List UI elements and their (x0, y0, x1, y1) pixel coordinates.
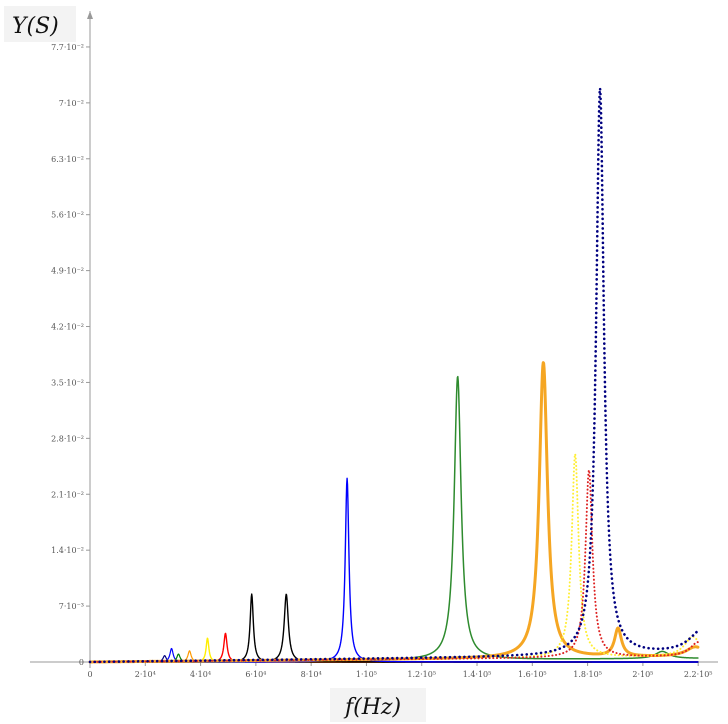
x-axis-title-bg (330, 688, 426, 722)
series-line-10 (88, 361, 700, 664)
y-tick-label: 7·10⁻² (59, 99, 84, 108)
y-tick-label: 2.1·10⁻² (51, 490, 84, 499)
series-line-8 (89, 477, 699, 663)
x-tick-label: 1.4·10⁵ (463, 670, 492, 679)
y-tick-label: 6.3·10⁻² (51, 155, 84, 164)
y-tick-label: 0 (79, 658, 84, 667)
axes (30, 11, 718, 668)
y-axis-title: Y(S) (12, 14, 59, 39)
series-line-13 (88, 87, 700, 664)
y-tick-label: 5.6·10⁻² (51, 211, 84, 220)
x-axis-title: f(Hz) (343, 695, 401, 720)
tick-labels: 0 2·10⁴ 4·10⁴ 6·10⁴ 8·10⁴ 1·10⁵ 1.2·10⁵ 1.4·10⁵… (51, 43, 712, 679)
x-tick-label: 8·10⁴ (301, 670, 322, 679)
y-axis-title-bg (4, 6, 76, 42)
series-group (88, 87, 700, 664)
y-tick-label: 4.2·10⁻² (51, 323, 84, 332)
y-tick-label: 2.8·10⁻² (51, 434, 84, 443)
x-tick-label: 1.8·10⁵ (573, 670, 602, 679)
x-tick-label: 1·10⁵ (356, 670, 377, 679)
x-tick-label: 2·10⁵ (632, 670, 653, 679)
series-line-11 (89, 452, 699, 663)
y-tick-label: 3.5·10⁻² (51, 378, 84, 387)
y-tick-label: 1.4·10⁻² (51, 546, 84, 555)
series-line-9 (89, 375, 699, 663)
x-tick-label: 1.6·10⁵ (518, 670, 547, 679)
y-axis-arrow (87, 11, 93, 19)
y-tick-label: 4.9·10⁻² (51, 267, 84, 276)
x-tick-label: 2.2·10⁵ (684, 670, 713, 679)
x-tick-label: 6·10⁴ (245, 670, 266, 679)
x-tick-label: 1.2·10⁵ (407, 670, 436, 679)
y-tick-label: 7·10⁻³ (59, 602, 84, 611)
x-tick-label: 0 (87, 670, 92, 679)
x-tick-label: 4·10⁴ (190, 670, 211, 679)
series-line-12 (89, 469, 699, 663)
y-tick-label: 7.7·10⁻² (51, 43, 84, 52)
x-tick-label: 2·10⁴ (135, 670, 156, 679)
